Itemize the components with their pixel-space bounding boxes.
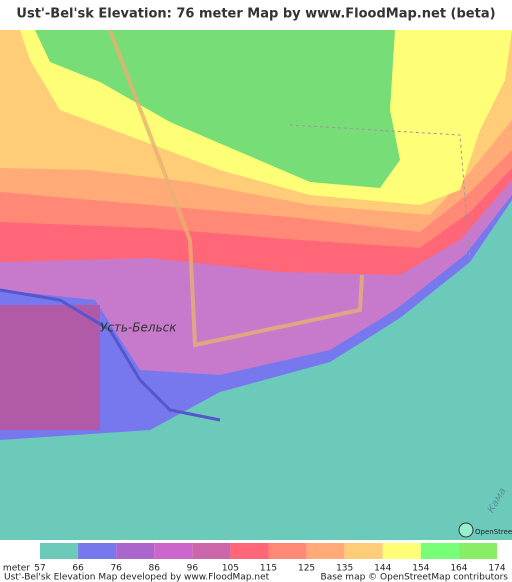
legend-tick-label: 135	[336, 564, 353, 574]
legend: meter 57 66 76 86 96 105 115 125 135 144 154 164 174	[3, 543, 506, 574]
legend-swatch	[382, 543, 421, 559]
town-zone	[0, 305, 100, 430]
legend-tick-label: 57	[34, 564, 45, 574]
legend-swatch	[154, 543, 193, 559]
legend-swatch	[344, 543, 383, 559]
legend-tick-label: 86	[149, 564, 161, 574]
legend-tick-label: 66	[72, 564, 84, 574]
legend-tick-label: 115	[260, 564, 277, 574]
legend-unit: meter	[3, 564, 30, 574]
legend-tick-label: 105	[222, 564, 239, 574]
place-label: Усть-Бельск	[100, 321, 177, 335]
legend-tick-label: 76	[110, 564, 122, 574]
boundary	[289, 124, 471, 261]
legend-swatch	[458, 543, 497, 559]
legend-tick-label: 144	[374, 564, 391, 574]
legend-swatch	[40, 543, 79, 559]
river-stream	[0, 288, 221, 422]
legend-tick-label: 174	[488, 564, 505, 574]
legend-swatch	[230, 543, 269, 559]
legend-swatch	[192, 543, 231, 559]
osm-logo-text: OpenStreetMap	[475, 528, 512, 536]
legend-swatch	[116, 543, 155, 559]
footer-left: Ust'-Bel'sk Elevation Map developed by w…	[4, 573, 270, 582]
title: Ust'-Bel'sk Elevation: 76 meter Map by w…	[16, 7, 495, 22]
road	[108, 29, 364, 348]
legend-swatch	[268, 543, 307, 559]
footer-right: Base map © OpenStreetMap contributors	[321, 573, 509, 582]
legend-tick-label: 164	[450, 564, 467, 574]
legend-swatch	[78, 543, 117, 559]
legend-swatch	[420, 543, 459, 559]
osm-logo	[458, 522, 474, 538]
legend-tick-label: 154	[412, 564, 429, 574]
legend-tick-label: 125	[298, 564, 315, 574]
map: Усть-Бельск Кама OpenStreetMap	[0, 29, 512, 540]
legend-tick-label: 96	[187, 564, 199, 574]
legend-swatch	[306, 543, 345, 559]
